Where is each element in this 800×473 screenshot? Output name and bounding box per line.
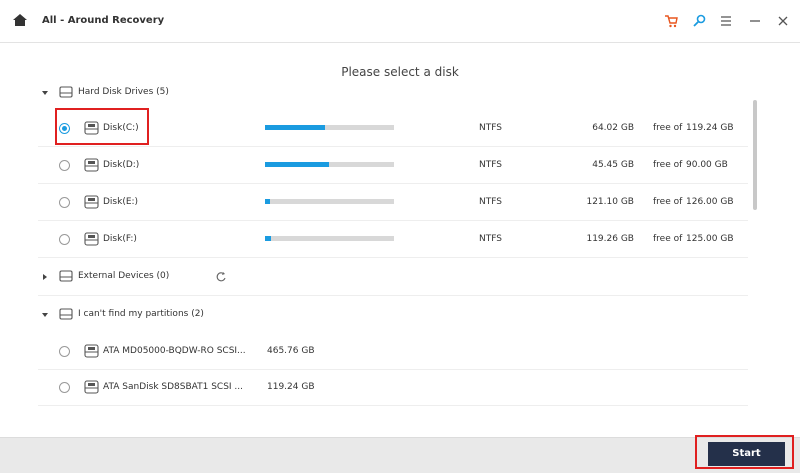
disk-name: Disk(E:) bbox=[103, 197, 139, 207]
section-label[interactable]: External Devices (0) bbox=[78, 271, 170, 281]
usage-bar bbox=[265, 162, 329, 167]
radio-button[interactable] bbox=[59, 346, 70, 357]
usage-bar bbox=[265, 125, 325, 130]
free-space: 119.26 GB bbox=[586, 234, 634, 244]
disk-name: Disk(C:) bbox=[103, 123, 139, 133]
free-of-label: free of bbox=[653, 160, 683, 170]
row-separator bbox=[38, 183, 748, 184]
radio-button[interactable] bbox=[59, 123, 70, 134]
disk-icon bbox=[84, 195, 99, 209]
title-bar: All - Around Recovery bbox=[0, 0, 800, 43]
start-button[interactable]: Start bbox=[708, 442, 785, 466]
total-space: 126.00 GB bbox=[686, 197, 734, 207]
row-separator bbox=[38, 405, 748, 406]
usage-bar-track bbox=[265, 162, 394, 167]
radio-button[interactable] bbox=[59, 197, 70, 208]
refresh-icon[interactable] bbox=[215, 271, 227, 283]
free-space: 64.02 GB bbox=[592, 123, 634, 133]
window-title: All - Around Recovery bbox=[42, 15, 165, 26]
partition-name: ATA MD05000-BQDW-RO SCSI... bbox=[103, 346, 246, 356]
total-space: 125.00 GB bbox=[686, 234, 734, 244]
partition-size: 119.24 GB bbox=[267, 382, 315, 392]
cart-icon[interactable] bbox=[664, 14, 678, 28]
footer-bar bbox=[0, 437, 800, 473]
free-of-label: free of bbox=[653, 197, 683, 207]
partition-size: 465.76 GB bbox=[267, 346, 315, 356]
disk-icon bbox=[84, 158, 99, 172]
free-of-label: free of bbox=[653, 234, 683, 244]
key-icon[interactable] bbox=[692, 14, 706, 28]
total-space: 90.00 GB bbox=[686, 160, 728, 170]
row-separator bbox=[38, 257, 748, 258]
free-space: 121.10 GB bbox=[586, 197, 634, 207]
usage-bar bbox=[265, 199, 271, 204]
free-of-label: free of bbox=[653, 123, 683, 133]
disk-icon bbox=[84, 344, 99, 358]
usage-bar bbox=[265, 236, 271, 241]
drive-icon bbox=[59, 270, 73, 282]
drive-icon bbox=[59, 86, 73, 98]
menu-icon[interactable] bbox=[720, 15, 732, 27]
disk-name: Disk(D:) bbox=[103, 160, 140, 170]
scrollbar[interactable] bbox=[753, 100, 757, 210]
row-separator bbox=[38, 369, 748, 370]
expand-caret[interactable] bbox=[41, 273, 49, 281]
section-separator bbox=[38, 295, 748, 296]
heading: Please select a disk bbox=[341, 65, 459, 79]
usage-bar-track bbox=[265, 125, 394, 130]
section-label[interactable]: Hard Disk Drives (5) bbox=[78, 87, 169, 97]
file-system: NTFS bbox=[479, 123, 502, 133]
radio-button[interactable] bbox=[59, 234, 70, 245]
radio-button[interactable] bbox=[59, 382, 70, 393]
drive-icon bbox=[59, 308, 73, 320]
partition-name: ATA SanDisk SD8SBAT1 SCSI ... bbox=[103, 382, 244, 392]
file-system: NTFS bbox=[479, 197, 502, 207]
close-icon[interactable] bbox=[777, 15, 789, 27]
file-system: NTFS bbox=[479, 234, 502, 244]
file-system: NTFS bbox=[479, 160, 502, 170]
free-space: 45.45 GB bbox=[592, 160, 634, 170]
disk-icon bbox=[84, 232, 99, 246]
highlight-box bbox=[55, 108, 149, 145]
radio-button[interactable] bbox=[59, 160, 70, 171]
disk-name: Disk(F:) bbox=[103, 234, 137, 244]
usage-bar-track bbox=[265, 236, 394, 241]
expand-caret[interactable] bbox=[41, 89, 49, 97]
disk-icon bbox=[84, 380, 99, 394]
expand-caret[interactable] bbox=[41, 311, 49, 319]
disk-icon bbox=[84, 121, 99, 135]
usage-bar-track bbox=[265, 199, 394, 204]
row-separator bbox=[38, 220, 748, 221]
section-label[interactable]: I can't find my partitions (2) bbox=[78, 309, 204, 319]
minimize-icon[interactable] bbox=[749, 15, 761, 27]
home-icon[interactable] bbox=[12, 13, 28, 27]
total-space: 119.24 GB bbox=[686, 123, 734, 133]
row-separator bbox=[38, 146, 748, 147]
highlight-box bbox=[695, 435, 794, 469]
